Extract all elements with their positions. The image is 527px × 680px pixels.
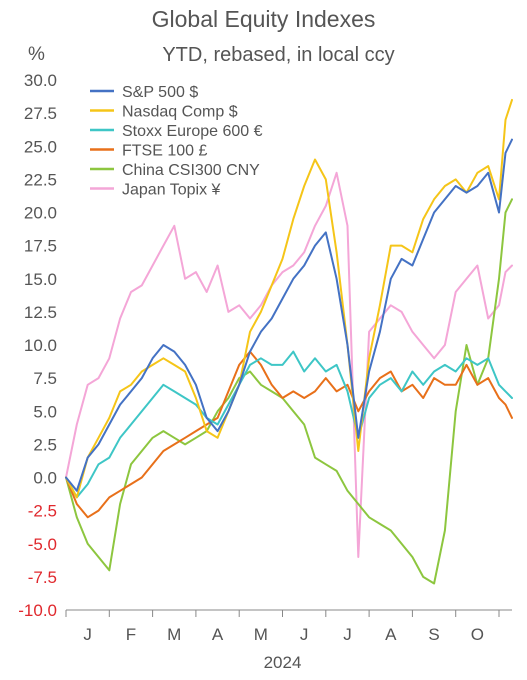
chart-title: Global Equity Indexes xyxy=(151,6,376,32)
y-tick-label: 22.5 xyxy=(24,170,57,189)
y-tick-label: 20.0 xyxy=(24,204,57,223)
x-tick-label: J xyxy=(83,625,92,644)
legend-label: FTSE 100 £ xyxy=(122,143,207,160)
x-tick-label: S xyxy=(428,625,439,644)
legend-label: Nasdaq Comp $ xyxy=(122,104,238,121)
series-line-4 xyxy=(65,350,513,519)
series-line-3 xyxy=(65,350,513,499)
y-tick-label: 15.0 xyxy=(24,270,57,289)
y-tick-label: 25.0 xyxy=(24,137,57,156)
legend-label: Japan Topix ¥ xyxy=(122,182,221,199)
legend-label: China CSI300 CNY xyxy=(122,162,260,179)
y-tick-label: 12.5 xyxy=(24,303,57,322)
series-line-5 xyxy=(65,198,513,585)
y-tick-label: 10.0 xyxy=(24,336,57,355)
y-tick-label: 30.0 xyxy=(24,71,57,90)
x-tick-label: M xyxy=(167,625,181,644)
y-tick-label: 27.5 xyxy=(24,104,57,123)
x-tick-label: J xyxy=(343,625,352,644)
y-tick-label: -2.5 xyxy=(28,502,57,521)
x-tick-label: M xyxy=(254,625,268,644)
legend-label: Stoxx Europe 600 € xyxy=(122,123,263,140)
x-tick-label: A xyxy=(385,625,397,644)
y-tick-label: 7.5 xyxy=(33,369,57,388)
chart-subtitle: YTD, rebased, in local ccy xyxy=(162,44,395,66)
y-axis-unit: % xyxy=(28,44,45,65)
y-tick-label: -10.0 xyxy=(18,601,57,620)
legend-label: S&P 500 $ xyxy=(122,84,198,101)
y-tick-label: 2.5 xyxy=(33,435,57,454)
x-axis-label: 2024 xyxy=(264,653,302,672)
x-tick-label: O xyxy=(471,625,484,644)
series-line-1 xyxy=(65,138,513,492)
series-line-6 xyxy=(65,171,513,558)
x-tick-label: F xyxy=(126,625,136,644)
x-tick-label: A xyxy=(212,625,224,644)
y-tick-label: -7.5 xyxy=(28,568,57,587)
y-tick-label: -5.0 xyxy=(28,535,57,554)
y-tick-label: 0.0 xyxy=(33,469,57,488)
y-tick-label: 17.5 xyxy=(24,237,57,256)
x-tick-label: J xyxy=(300,625,309,644)
series-line-2 xyxy=(65,98,513,499)
y-tick-label: 5.0 xyxy=(33,402,57,421)
